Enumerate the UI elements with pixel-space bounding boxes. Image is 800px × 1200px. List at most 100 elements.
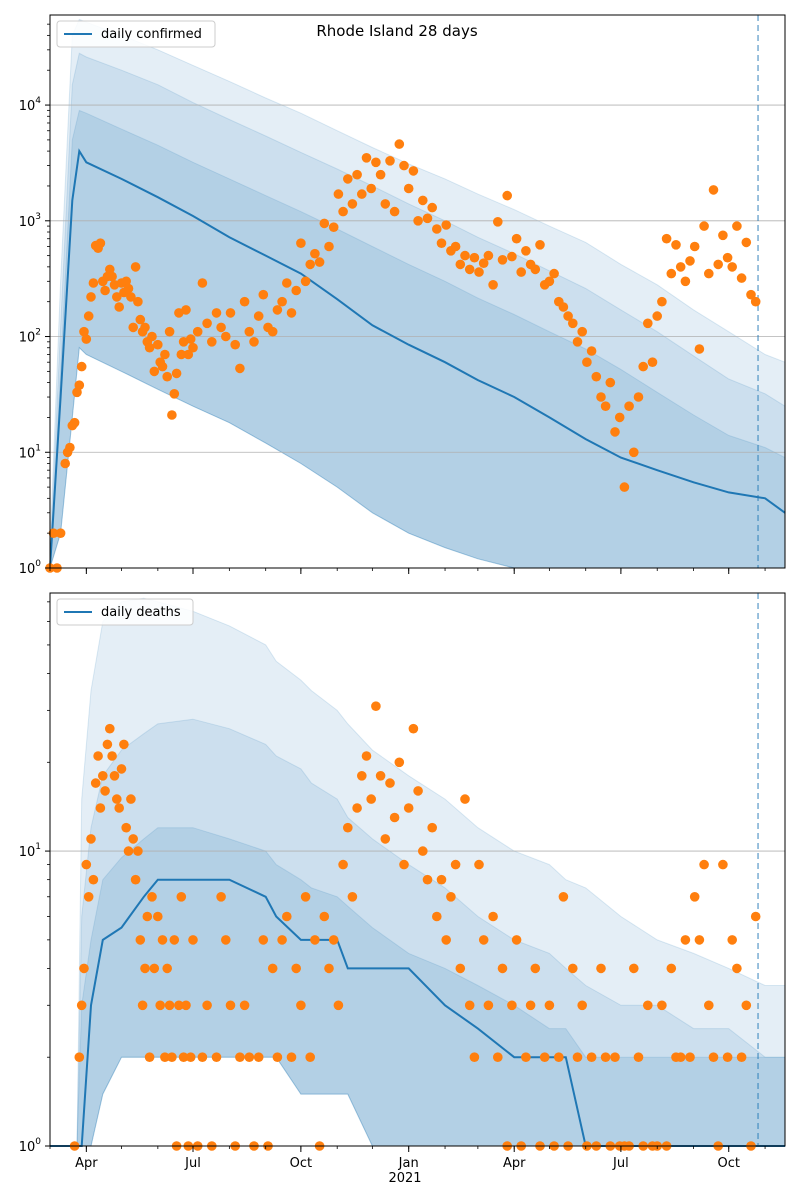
confirmed-observed-point [408, 166, 419, 176]
confirmed-observed-point [708, 185, 719, 195]
deaths-observed-point [413, 786, 423, 796]
deaths-observed-point [121, 822, 131, 833]
confirmed-observed-point [666, 268, 677, 279]
confirmed-observed-point [605, 377, 616, 388]
confirmed-observed-point [239, 296, 250, 307]
confirmed-observed-points [45, 139, 761, 573]
confirmed-legend: daily confirmed [56, 20, 216, 48]
confirmed-observed-point [144, 342, 155, 353]
deaths-observed-point [441, 935, 452, 945]
deaths-observed-point [708, 1052, 719, 1062]
deaths-legend-box [56, 598, 194, 626]
confirmed-observed-point [704, 268, 714, 279]
confirmed-observed-point [286, 308, 297, 318]
confirmed-observed-point [418, 195, 428, 206]
confirmed-observed-point [133, 296, 143, 307]
deaths-chart: 100 101 Apr Jul Oct Jan Apr Jul Oct 2021 daily … [19, 592, 786, 1186]
deaths-observed-point [432, 911, 442, 922]
deaths-observed-point [347, 892, 358, 902]
deaths-observed-point [164, 1000, 175, 1011]
deaths-observed-point [86, 834, 96, 844]
confirmed-ytick-label: 101 [19, 443, 41, 461]
confirmed-observed-point [535, 240, 545, 250]
deaths-observed-point [305, 1052, 316, 1062]
confirmed-model-bands [49, 18, 786, 569]
deaths-observed-point [558, 892, 569, 902]
confirmed-observed-point [371, 157, 381, 168]
confirmed-observed-point [474, 267, 484, 277]
deaths-observed-point [371, 701, 381, 711]
deaths-observed-point [126, 794, 136, 804]
confirmed-observed-point [169, 389, 180, 399]
confirmed-observed-point [563, 311, 573, 321]
confirmed-observed-point [455, 259, 466, 270]
confirmed-observed-point [267, 326, 278, 337]
deaths-observed-point [418, 846, 428, 856]
confirmed-observed-point [699, 221, 709, 231]
deaths-xtick-label: Oct [290, 1156, 312, 1171]
confirmed-observed-point [469, 252, 480, 263]
confirmed-observed-point [464, 264, 475, 275]
deaths-observed-point [403, 803, 414, 813]
confirmed-observed-point [502, 190, 512, 201]
confirmed-observed-point [296, 238, 306, 248]
confirmed-observed-point [727, 262, 737, 272]
deaths-legend: daily deaths [56, 598, 194, 626]
confirmed-observed-point [333, 189, 344, 199]
deaths-observed-point [577, 1000, 587, 1011]
confirmed-observed-point [661, 233, 672, 244]
confirmed-observed-point [69, 417, 80, 428]
confirmed-observed-point [488, 280, 498, 290]
confirmed-observed-point [249, 337, 259, 347]
deaths-observed-point [267, 963, 278, 974]
confirmed-observed-point [652, 311, 662, 321]
confirmed-observed-point [741, 237, 752, 248]
confirmed-observed-point [300, 276, 311, 287]
confirmed-observed-point [671, 240, 681, 250]
confirmed-observed-point [60, 458, 70, 469]
confirmed-observed-point [253, 311, 264, 321]
confirmed-observed-point [746, 289, 756, 300]
confirmed-observed-point [586, 346, 597, 356]
deaths-observed-point [130, 874, 141, 885]
deaths-observed-point [149, 963, 160, 974]
confirmed-observed-point [76, 361, 87, 372]
deaths-axes-frame [49, 592, 786, 1147]
deaths-observed-point [181, 1000, 191, 1011]
deaths-xtick-label: Jan [398, 1156, 419, 1171]
deaths-observed-point [98, 771, 108, 781]
deaths-y-axis: 100 101 [19, 601, 50, 1155]
confirmed-observed-point [732, 221, 742, 231]
confirmed-observed-point [319, 218, 330, 229]
deaths-observed-point [157, 935, 168, 945]
deaths-observed-point [202, 1000, 212, 1011]
deaths-observed-point [144, 1052, 155, 1062]
confirmed-observed-point [478, 258, 489, 269]
deaths-observed-point [488, 911, 498, 922]
deaths-model-bands [50, 597, 786, 1147]
confirmed-legend-label: daily confirmed [101, 27, 202, 42]
deaths-observed-point [629, 963, 639, 974]
deaths-observed-point [253, 1052, 264, 1062]
confirmed-observed-point [643, 318, 653, 329]
confirmed-observed-point [176, 349, 187, 360]
confirmed-observed-point [718, 230, 728, 241]
deaths-observed-point [361, 751, 372, 761]
confirmed-observed-point [328, 222, 339, 232]
confirmed-observed-point [114, 302, 124, 312]
confirmed-observed-point [121, 276, 131, 287]
confirmed-ytick-label: 102 [19, 328, 41, 346]
deaths-observed-point [114, 803, 124, 813]
confirmed-observed-point [544, 276, 555, 287]
confirmed-observed-point [305, 259, 316, 270]
deaths-observed-point [380, 834, 391, 844]
confirmed-observed-point [530, 264, 541, 275]
deaths-observed-point [188, 935, 198, 945]
deaths-observed-point [727, 935, 737, 945]
deaths-observed-point [140, 963, 150, 974]
deaths-observed-point [211, 1052, 222, 1062]
deaths-observed-point [474, 859, 484, 870]
deaths-observed-point [119, 739, 129, 750]
confirmed-observed-point [591, 371, 602, 382]
